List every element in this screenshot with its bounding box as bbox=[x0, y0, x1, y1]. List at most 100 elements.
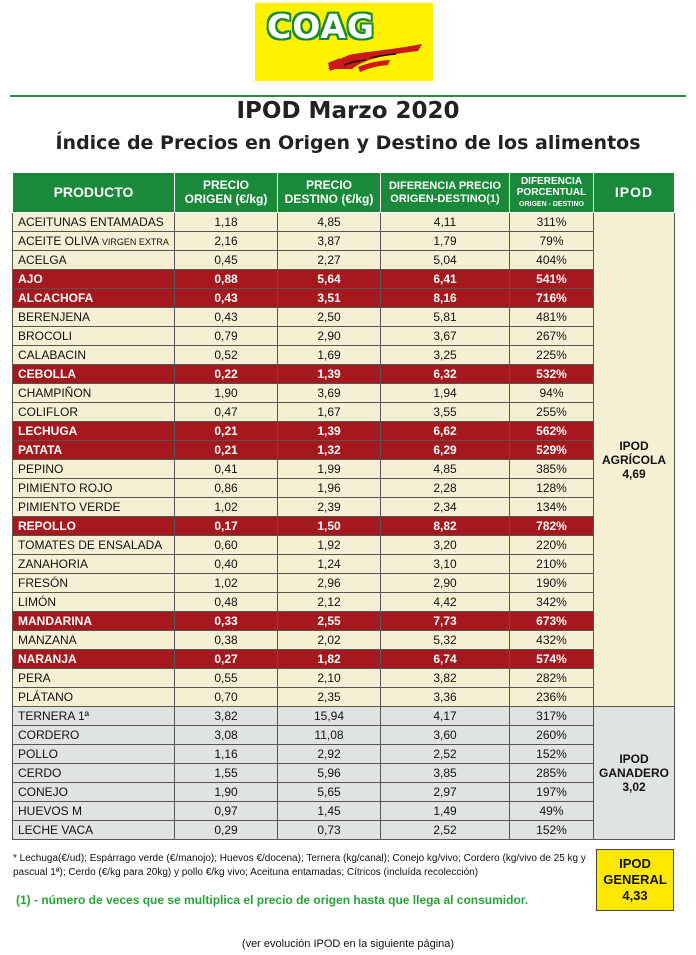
cell-porcentual: 260% bbox=[509, 725, 594, 745]
cell-producto: ALCACHOFA bbox=[12, 288, 175, 308]
cell-porcentual: 236% bbox=[509, 687, 594, 707]
ipod-agricola-line1: IPOD bbox=[619, 438, 649, 453]
cell-precio-origen: 0,27 bbox=[174, 649, 278, 669]
cell-producto: HUEVOS M bbox=[12, 801, 175, 821]
producto-name: PLÁTANO bbox=[18, 690, 74, 704]
cell-producto: NARANJA bbox=[12, 649, 175, 669]
cell-precio-origen: 0,48 bbox=[174, 592, 278, 612]
producto-name: BERENJENA bbox=[18, 310, 91, 324]
producto-name: LECHE VACA bbox=[18, 823, 94, 837]
ipod-ganadero-line1: IPOD bbox=[619, 752, 649, 766]
producto-name: REPOLLO bbox=[18, 519, 77, 533]
coag-logo: COAG bbox=[255, 3, 433, 81]
cell-diferencia: 4,11 bbox=[380, 212, 510, 232]
cell-porcentual: 152% bbox=[509, 744, 594, 764]
cell-precio-destino: 1,67 bbox=[277, 402, 381, 422]
header-precio-destino-line2: DESTINO (€/kg) bbox=[284, 191, 374, 206]
cell-diferencia: 3,10 bbox=[380, 554, 510, 574]
cell-producto: PIMIENTO VERDE bbox=[12, 497, 175, 517]
table-row: ALCACHOFA 0,43 3,51 8,16 716% bbox=[12, 288, 675, 308]
cell-precio-destino: 5,65 bbox=[277, 782, 381, 802]
cell-producto: AJO bbox=[12, 269, 175, 289]
table-row: ACELGA 0,45 2,27 5,04 404% bbox=[12, 250, 675, 270]
cell-precio-origen: 0,17 bbox=[174, 516, 278, 536]
cell-producto: ACEITE OLIVA VIRGEN EXTRA bbox=[12, 231, 175, 251]
cell-producto: BERENJENA bbox=[12, 307, 175, 327]
producto-name: LIMÓN bbox=[18, 595, 57, 609]
cell-precio-destino: 1,92 bbox=[277, 535, 381, 555]
cell-precio-destino: 1,69 bbox=[277, 345, 381, 365]
cell-porcentual: 255% bbox=[509, 402, 594, 422]
producto-name: HUEVOS M bbox=[18, 804, 83, 818]
cell-precio-origen: 1,55 bbox=[174, 763, 278, 783]
cell-precio-origen: 0,38 bbox=[174, 630, 278, 650]
cell-producto: ACELGA bbox=[12, 250, 175, 270]
cell-producto: TERNERA 1ª bbox=[12, 706, 175, 726]
table-row: HUEVOS M 0,97 1,45 1,49 49% bbox=[12, 801, 675, 821]
cell-diferencia: 3,67 bbox=[380, 326, 510, 346]
cell-diferencia: 2,52 bbox=[380, 744, 510, 764]
cell-porcentual: 49% bbox=[509, 801, 594, 821]
cell-porcentual: 225% bbox=[509, 345, 594, 365]
cell-porcentual: 197% bbox=[509, 782, 594, 802]
cell-porcentual: 673% bbox=[509, 611, 594, 631]
cell-diferencia: 8,16 bbox=[380, 288, 510, 308]
cell-precio-origen: 1,90 bbox=[174, 782, 278, 802]
table-row: MANDARINA 0,33 2,55 7,73 673% bbox=[12, 611, 675, 631]
table-row: ACEITUNAS ENTAMADAS 1,18 4,85 4,11 311% IPOD A… bbox=[12, 212, 675, 707]
producto-name: NARANJA bbox=[18, 652, 77, 666]
header-precio-destino: PRECIO DESTINO (€/kg) bbox=[277, 172, 381, 213]
cell-porcentual: 481% bbox=[509, 307, 594, 327]
cell-precio-destino: 2,35 bbox=[277, 687, 381, 707]
producto-name: CHAMPIÑON bbox=[18, 386, 92, 400]
cell-producto: PIMIENTO ROJO bbox=[12, 478, 175, 498]
cell-producto: CONEJO bbox=[12, 782, 175, 802]
cell-diferencia: 5,04 bbox=[380, 250, 510, 270]
cell-diferencia: 2,90 bbox=[380, 573, 510, 593]
cell-precio-destino: 3,87 bbox=[277, 231, 381, 251]
footer-note: (ver evolución IPOD en la siguiente pági… bbox=[241, 938, 455, 950]
table-row: CALABACIN 0,52 1,69 3,25 225% bbox=[12, 345, 675, 365]
cell-diferencia: 6,32 bbox=[380, 364, 510, 384]
cell-porcentual: 782% bbox=[509, 516, 594, 536]
cell-precio-origen: 1,02 bbox=[174, 497, 278, 517]
cell-precio-destino: 1,82 bbox=[277, 649, 381, 669]
table-row: LIMÓN 0,48 2,12 4,42 342% bbox=[12, 592, 675, 612]
cell-diferencia: 2,52 bbox=[380, 820, 510, 840]
cell-producto: PATATA bbox=[12, 440, 175, 460]
producto-name: ZANAHORIA bbox=[18, 557, 89, 571]
table-row: TOMATES DE ENSALADA 0,60 1,92 3,20 220% bbox=[12, 535, 675, 555]
cell-diferencia: 1,94 bbox=[380, 383, 510, 403]
cell-producto: PLÁTANO bbox=[12, 687, 175, 707]
producto-name: CERDO bbox=[18, 766, 62, 780]
table-row: PIMIENTO VERDE 1,02 2,39 2,34 134% bbox=[12, 497, 675, 517]
cell-precio-origen: 0,43 bbox=[174, 288, 278, 308]
cell-precio-destino: 3,69 bbox=[277, 383, 381, 403]
ipod-general-value: 4,33 bbox=[622, 888, 648, 903]
producto-name: AJO bbox=[18, 272, 43, 286]
ipod-agricola-value: 4,69 bbox=[622, 466, 646, 481]
header-precio-destino-line1: PRECIO bbox=[305, 178, 352, 193]
producto-name: TERNERA 1ª bbox=[18, 709, 90, 723]
producto-name: PEPINO bbox=[18, 462, 64, 476]
cell-precio-origen: 3,82 bbox=[174, 706, 278, 726]
table-row: FRESÓN 1,02 2,96 2,90 190% bbox=[12, 573, 675, 593]
cell-producto: MANZANA bbox=[12, 630, 175, 650]
cell-precio-destino: 1,50 bbox=[277, 516, 381, 536]
cell-diferencia: 3,55 bbox=[380, 402, 510, 422]
cell-precio-destino: 2,96 bbox=[277, 573, 381, 593]
table-row: MANZANA 0,38 2,02 5,32 432% bbox=[12, 630, 675, 650]
cell-porcentual: 532% bbox=[509, 364, 594, 384]
ipod-ganadero-value: 3,02 bbox=[622, 780, 646, 794]
cell-precio-destino: 1,99 bbox=[277, 459, 381, 479]
cell-precio-origen: 0,33 bbox=[174, 611, 278, 631]
producto-name: MANDARINA bbox=[18, 614, 92, 628]
cell-producto: POLLO bbox=[12, 744, 175, 764]
ipod-agricola-line2: AGRÍCOLA bbox=[602, 452, 666, 467]
producto-name: CONEJO bbox=[18, 785, 69, 799]
cell-precio-origen: 0,86 bbox=[174, 478, 278, 498]
ipod-general-box: IPOD GENERAL 4,33 bbox=[596, 849, 674, 911]
cell-precio-destino: 1,39 bbox=[277, 364, 381, 384]
header-precio-origen: PRECIO ORIGEN (€/kg) bbox=[174, 172, 278, 213]
header-diferencia-precio: DIFERENCIA PRECIO ORIGEN-DESTINO(1) bbox=[380, 172, 510, 213]
